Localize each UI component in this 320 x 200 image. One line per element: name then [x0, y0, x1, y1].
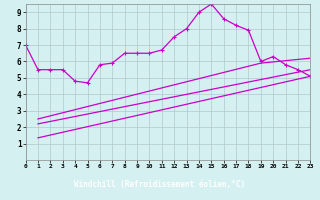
Text: Windchill (Refroidissement éolien,°C): Windchill (Refroidissement éolien,°C) [75, 180, 245, 188]
